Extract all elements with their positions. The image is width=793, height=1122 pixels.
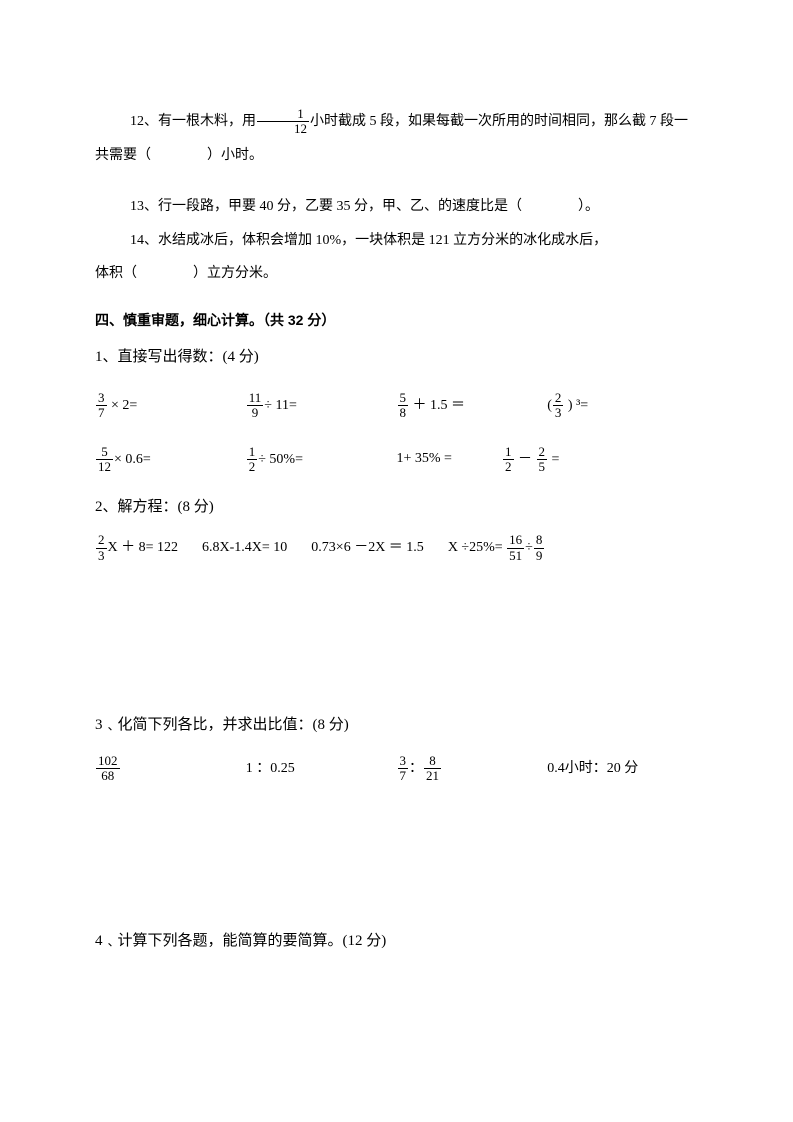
q12-line2: 共需要（ ）小时。 [95,139,698,173]
frac-3-7b: 37 [398,754,409,784]
frac-8-9: 89 [534,533,545,563]
sub1-r1-c4: (23 ) ³= [547,391,698,421]
frac-1-2b: 12 [503,445,514,475]
sub3-c1: 10268 [95,754,246,784]
sub2-c4: X ÷25%= 1651÷89 [448,533,546,563]
frac-1-2a: 12 [247,445,258,475]
q12-frac: 112 [257,107,309,137]
frac-3-7: 37 [96,391,107,421]
q14-line1: 14、水结成冰后，体积会增加 10%，一块体积是 121 立方分米的冰化成水后， [95,224,698,258]
question-12: 12、有一根木料，用112小时截成 5 段，如果每截一次所用的时间相同，那么截 … [95,105,698,172]
sub3-label: 3﹑化简下列各比，并求出比值：(8 分) [95,713,698,737]
q12-prefix: 12、有一根木料，用 [130,114,256,129]
sub3-row: 10268 1 ：0.25 37：821 0.4小时：20 分 [95,751,698,787]
sub2-c1: 23X ＋ 8= 122 [95,533,178,563]
question-14: 14、水结成冰后，体积会增加 10%，一块体积是 121 立方分米的冰化成水后，… [95,224,698,291]
frac-2-3b: 23 [96,533,107,563]
sub1-r2-c2: 12÷ 50%= [246,445,397,475]
frac-5-12: 512 [96,445,113,475]
sub2-c3: 0.73×6 －2X ＝ 1.5 [311,537,424,559]
frac-2-3: 23 [553,391,564,421]
sub1-r2-c4: 12 － 25 = [502,445,698,475]
sub1-r1-c3: 58 ＋ 1.5 ＝ [397,391,548,421]
frac-16-51: 1651 [507,533,524,563]
sub3-c4: 0.4小时：20 分 [547,758,698,780]
sub1-row2: 512× 0.6= 12÷ 50%= 1+ 35% = 12 － 25 = [95,441,698,477]
sub2-label: 2、解方程：(8 分) [95,495,698,519]
sub3-c2: 1 ：0.25 [246,758,397,780]
q14-line2: 体积（ ）立方分米。 [95,257,698,291]
sub1-r2-c3: 1+ 35% = [397,448,503,470]
frac-2-5: 25 [537,445,548,475]
q12-line1: 12、有一根木料，用112小时截成 5 段，如果每截一次所用的时间相同，那么截 … [95,105,698,139]
q12-mid: 小时截成 5 段，如果每截一次所用的时间相同，那么截 7 段一 [310,114,688,129]
frac-11-9: 119 [247,391,264,421]
sub3-c3: 37：821 [397,754,548,784]
question-13: 13、行一段路，甲要 40 分，乙要 35 分，甲、乙、的速度比是（ ）。 [95,190,698,224]
frac-8-21: 821 [424,754,441,784]
frac-102-68: 10268 [96,754,120,784]
sub1-row1: 37 × 2= 119÷ 11= 58 ＋ 1.5 ＝ (23 ) ³= [95,387,698,423]
sub2-row: 23X ＋ 8= 122 6.8X-1.4X= 10 0.73×6 －2X ＝ … [95,533,698,563]
frac-5-8: 58 [398,391,409,421]
sub1-r2-c1: 512× 0.6= [95,445,246,475]
sub2-c2: 6.8X-1.4X= 10 [202,537,287,559]
sub4-label: 4﹑计算下列各题，能简算的要简算。(12 分) [95,929,698,953]
sub1-r1-c1: 37 × 2= [95,391,246,421]
section-4-title: 四、慎重审题，细心计算。（共 32 分） [95,309,698,331]
sub1-r1-c2: 119÷ 11= [246,391,397,421]
sub1-label: 1、直接写出得数：(4 分) [95,345,698,369]
